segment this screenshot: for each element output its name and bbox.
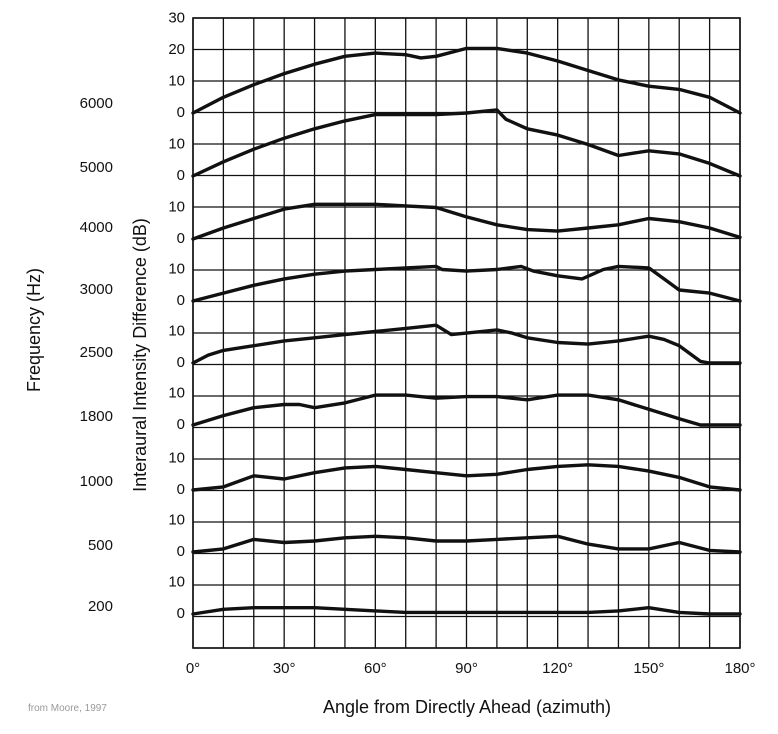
db-tick-label: 0	[177, 104, 185, 121]
db-tick-label: 10	[168, 573, 185, 590]
db-tick-label: 10	[168, 511, 185, 528]
x-tick-label: 120°	[542, 660, 573, 677]
series-line-5000hz	[191, 108, 742, 178]
db-tick-label: 0	[177, 543, 185, 560]
db-tick-label: 10	[168, 449, 185, 466]
x-tick-label: 60°	[364, 660, 387, 677]
x-tick-label: 0°	[186, 660, 200, 677]
series-line-500hz	[191, 534, 742, 554]
frequency-label: 5000	[80, 159, 113, 176]
frequency-label: 1000	[80, 473, 113, 490]
db-tick-label: 0	[177, 167, 185, 184]
series-line-1800hz	[191, 393, 742, 427]
db-tick-label: 0	[177, 230, 185, 247]
x-tick-label: 180°	[724, 660, 755, 677]
x-tick-label: 30°	[273, 660, 296, 677]
db-tick-label: 20	[168, 41, 185, 58]
db-tick-label: 10	[168, 135, 185, 152]
frequency-label: 6000	[80, 95, 113, 112]
db-tick-label: 10	[168, 384, 185, 401]
plot-frame	[192, 17, 741, 649]
db-tick-label: 0	[177, 605, 185, 622]
db-tick-label: 0	[177, 354, 185, 371]
x-tick-label: 150°	[633, 660, 664, 677]
db-tick-label: 0	[177, 292, 185, 309]
frequency-label: 200	[88, 598, 113, 615]
series-line-2500hz	[191, 323, 742, 365]
series-line-200hz	[191, 606, 742, 616]
frequency-label: 3000	[80, 281, 113, 298]
db-tick-label: 0	[177, 416, 185, 433]
curves	[191, 46, 742, 616]
db-tick-label: 10	[168, 198, 185, 215]
group-axis-title: Frequency (Hz)	[24, 268, 44, 392]
source-credit: from Moore, 1997	[28, 703, 107, 714]
x-axis-title: Angle from Directly Ahead (azimuth)	[323, 697, 611, 717]
db-tick-label: 10	[168, 322, 185, 339]
series-line-3000hz	[191, 264, 742, 303]
frequency-label: 500	[88, 537, 113, 554]
frequency-label: 1800	[80, 408, 113, 425]
series-line-4000hz	[191, 202, 742, 241]
db-tick-label: 30	[168, 9, 185, 26]
db-tick-label: 10	[168, 72, 185, 89]
series-line-1000hz	[191, 463, 742, 492]
y-axis-title: Interaural Intensity Difference (dB)	[130, 218, 150, 492]
series-line-6000hz	[191, 46, 742, 115]
frequency-label: 2500	[80, 344, 113, 361]
x-tick-label: 90°	[455, 660, 478, 677]
frequency-label: 4000	[80, 219, 113, 236]
db-tick-label: 10	[168, 260, 185, 277]
db-tick-label: 0	[177, 481, 185, 498]
